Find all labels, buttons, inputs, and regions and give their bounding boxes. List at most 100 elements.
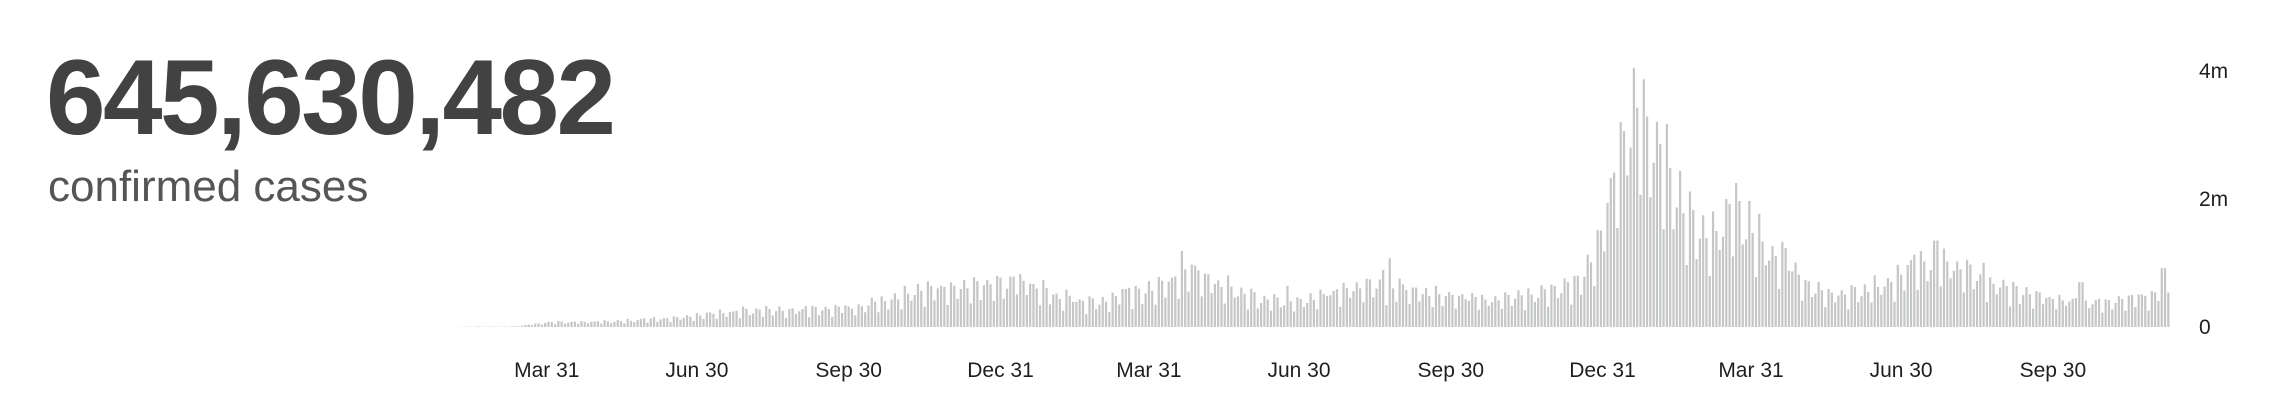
bar: [1368, 279, 1372, 327]
bar: [1405, 290, 1408, 327]
bar: [1246, 309, 1249, 327]
x-tick-label: Dec 31: [1569, 359, 1636, 382]
bar: [613, 321, 616, 327]
bar: [1104, 301, 1108, 327]
bar: [926, 281, 929, 327]
bar: [1441, 306, 1444, 327]
bar: [1174, 276, 1177, 327]
y-tick-label: 0: [2199, 316, 2211, 339]
bar: [1652, 162, 1655, 327]
bar: [1926, 281, 1929, 327]
bar: [520, 325, 524, 327]
bar: [1972, 289, 1975, 327]
bar: [887, 309, 890, 327]
x-tick-label: Jun 30: [665, 359, 728, 382]
bar: [1378, 279, 1381, 327]
bar: [939, 285, 943, 327]
bar: [718, 309, 722, 327]
bar: [1312, 299, 1315, 327]
bar: [560, 321, 563, 327]
bar: [1593, 285, 1596, 327]
bar: [1873, 275, 1876, 327]
bar: [1032, 284, 1035, 327]
bar: [897, 299, 900, 327]
bar: [1494, 296, 1497, 327]
bar: [857, 304, 860, 327]
bar: [1933, 240, 1936, 327]
bar: [1678, 170, 1682, 327]
bar: [1840, 290, 1843, 327]
bar: [1906, 265, 1909, 327]
bar: [870, 297, 873, 327]
bar: [1194, 265, 1197, 327]
bar: [1299, 298, 1302, 327]
bar: [1612, 172, 1616, 327]
bar: [811, 305, 814, 327]
bar: [1900, 274, 1903, 327]
bar: [1454, 308, 1457, 327]
bar: [1457, 295, 1461, 327]
bar: [732, 311, 735, 327]
bar: [1325, 295, 1329, 327]
bar: [2045, 297, 2048, 327]
bar: [1903, 290, 1906, 327]
bar: [2048, 297, 2051, 327]
bar: [893, 293, 896, 327]
bar: [1078, 299, 1081, 327]
bar: [2160, 268, 2163, 327]
bar: [1029, 283, 1032, 327]
bar: [1438, 294, 1441, 327]
bar: [1834, 302, 1837, 327]
bar: [900, 309, 903, 327]
bar: [1273, 294, 1276, 327]
bar: [557, 320, 560, 327]
bar: [1698, 238, 1701, 327]
bar: [1510, 305, 1513, 327]
bar: [1398, 278, 1401, 327]
bar: [1896, 264, 1899, 327]
bar: [2022, 295, 2025, 327]
bar: [860, 306, 863, 327]
bar: [2157, 300, 2160, 327]
bar: [959, 289, 962, 327]
bar: [1236, 296, 1240, 327]
bar: [1487, 305, 1490, 327]
bar: [1250, 288, 1253, 327]
bar: [827, 309, 830, 327]
bar: [1223, 303, 1226, 327]
bar: [999, 277, 1002, 327]
bar: [1576, 275, 1579, 327]
bar: [1474, 296, 1477, 327]
confirmed-cases-label: confirmed cases: [48, 162, 369, 211]
bar: [1929, 270, 1932, 327]
bar: [1962, 292, 1965, 327]
bar: [1860, 296, 1863, 327]
bar: [768, 308, 771, 327]
bar: [1118, 304, 1121, 327]
bar: [1563, 278, 1566, 327]
bar: [1830, 292, 1833, 327]
x-tick-label: Jun 30: [1870, 359, 1933, 382]
bar: [906, 293, 910, 327]
bar: [1718, 249, 1721, 327]
bar: [765, 305, 768, 327]
bar: [1556, 298, 1560, 327]
bar: [844, 305, 847, 327]
bar: [712, 313, 715, 327]
bar: [1771, 245, 1774, 327]
bar: [1355, 282, 1358, 327]
bar: [1128, 287, 1131, 327]
y-tick-label: 4m: [2199, 60, 2228, 83]
bar: [1774, 256, 1777, 327]
bar: [1702, 215, 1705, 327]
bar: [2130, 294, 2134, 327]
bar: [1045, 288, 1048, 327]
bar: [534, 323, 537, 327]
bar: [2061, 300, 2064, 327]
bar: [814, 306, 817, 327]
bar: [1794, 262, 1797, 327]
bar: [2051, 298, 2054, 327]
bar: [2137, 294, 2140, 327]
bar: [1995, 294, 1998, 327]
